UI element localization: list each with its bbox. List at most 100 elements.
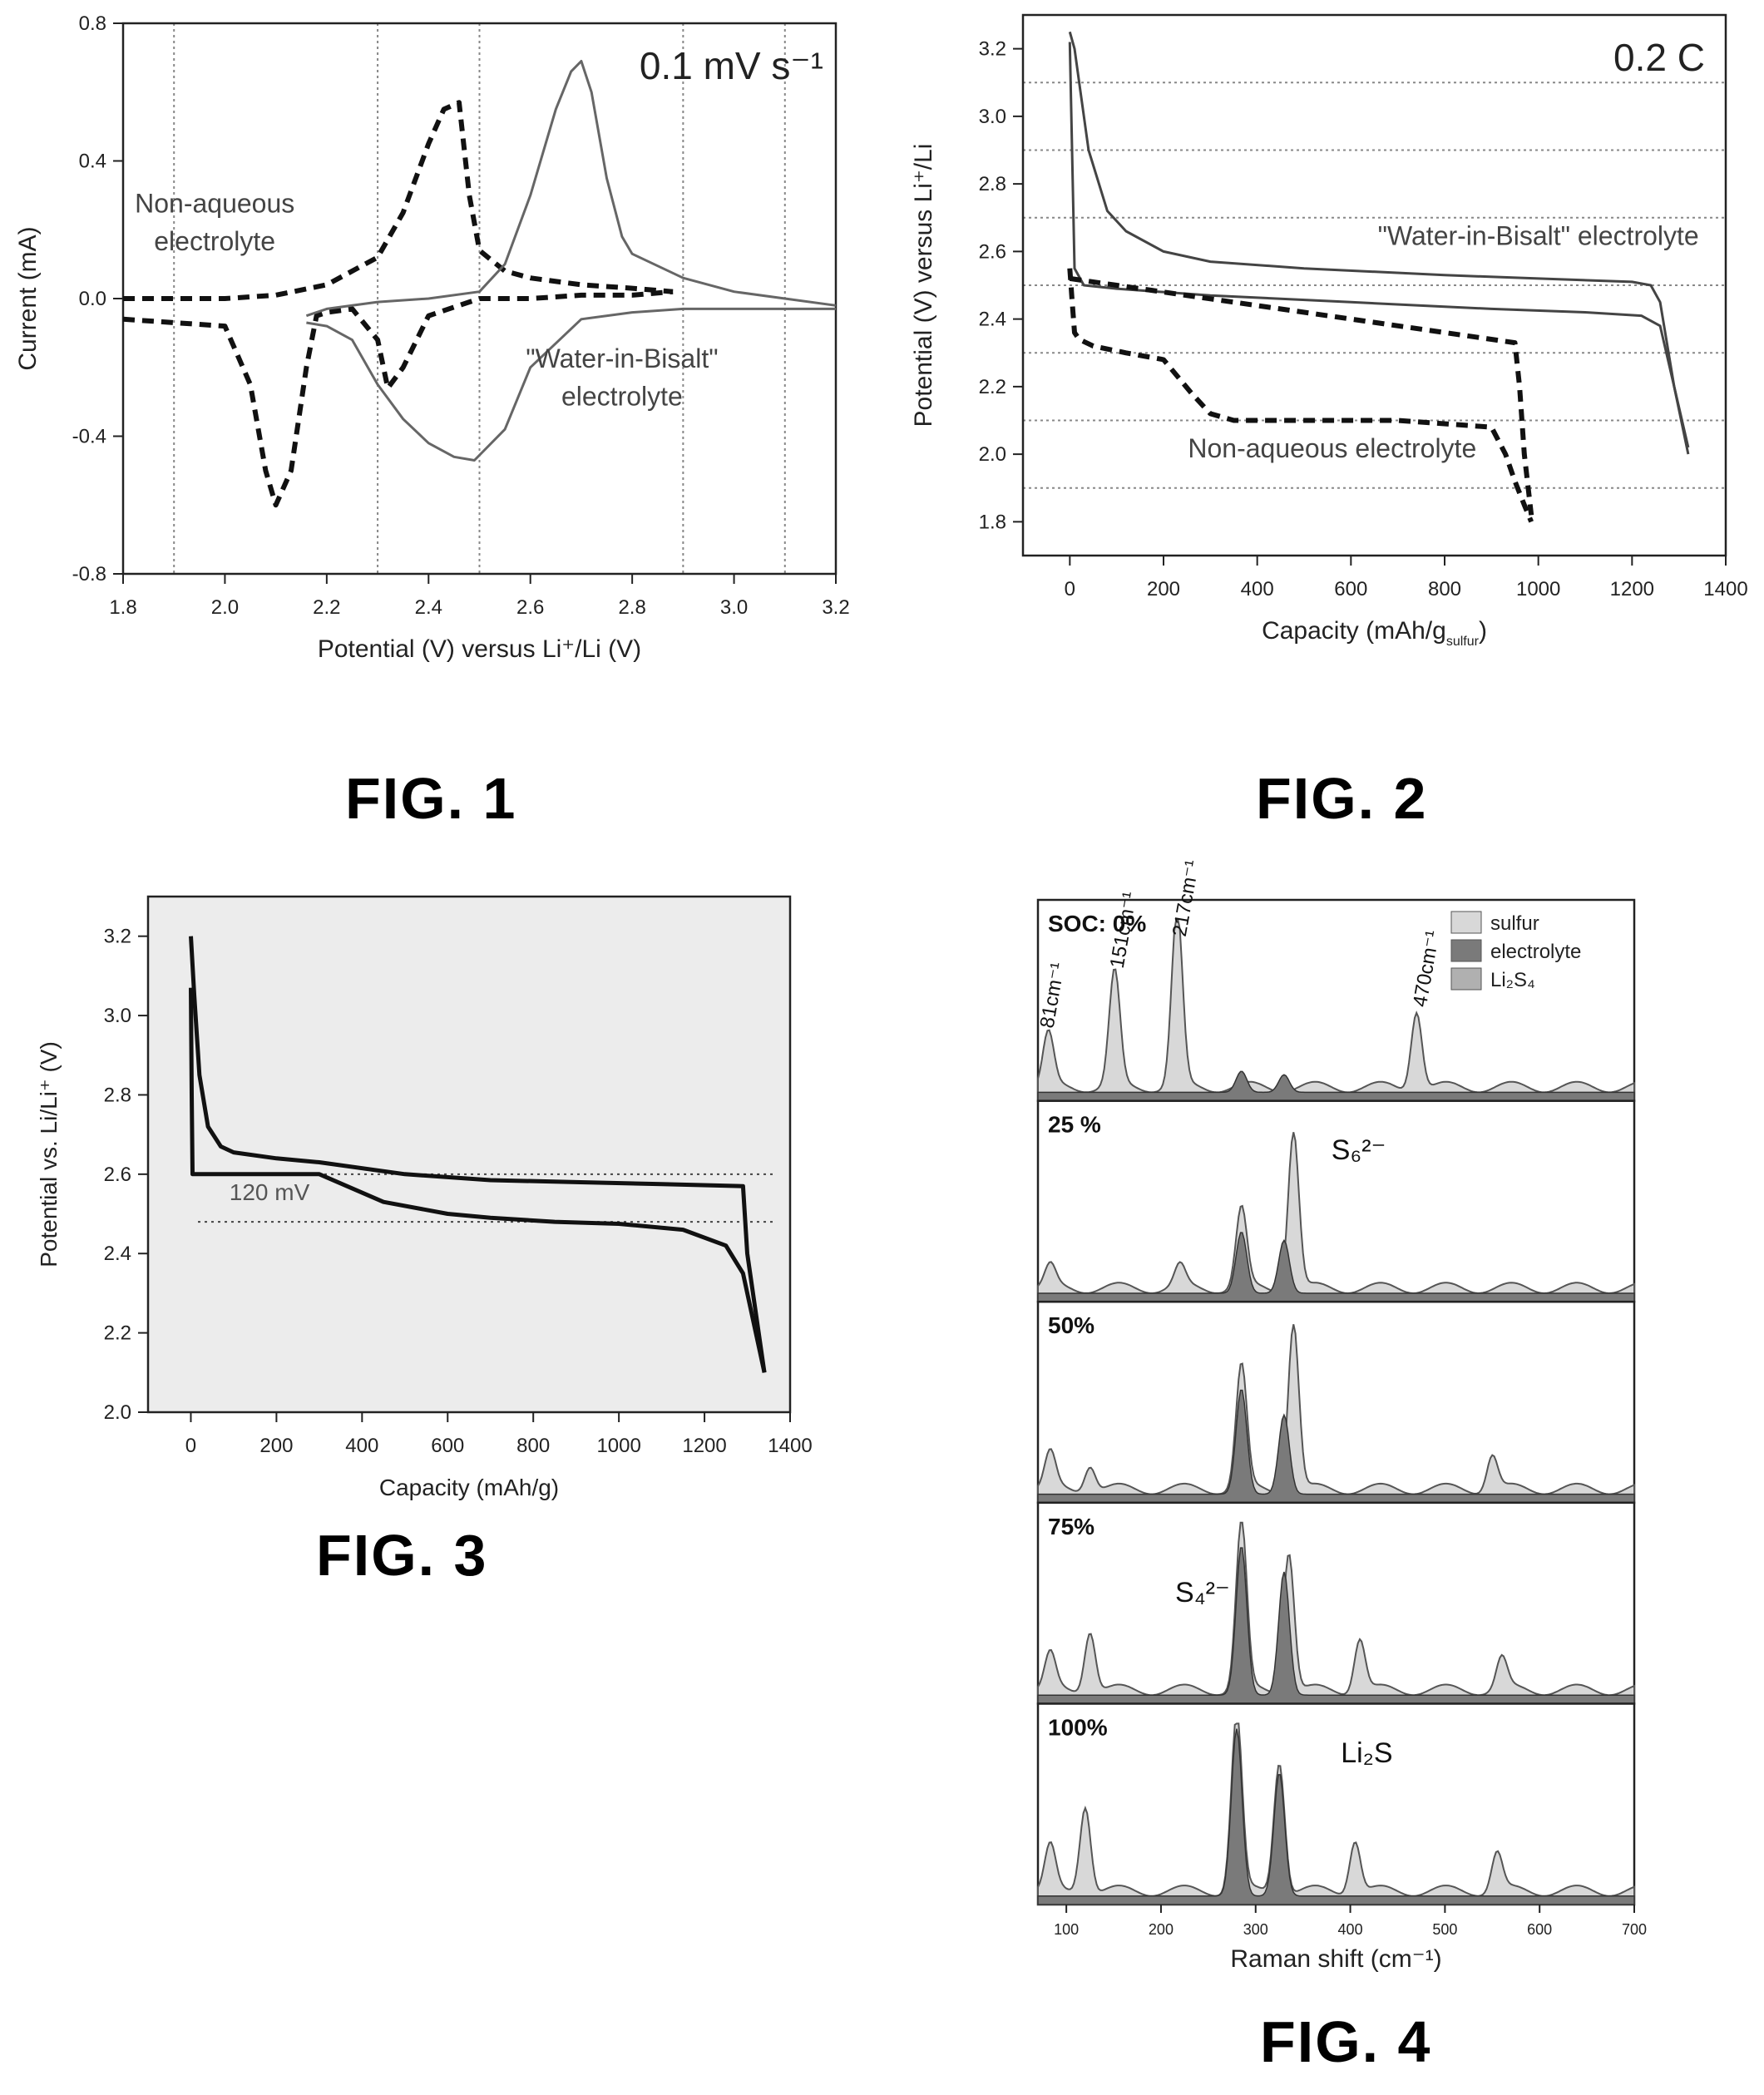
peak-annotation: 81cm⁻¹ — [1036, 961, 1070, 1030]
x-tick-label: 800 — [516, 1435, 550, 1457]
series-line — [189, 987, 767, 1373]
x-tick-label: 1000 — [1516, 578, 1560, 600]
x-tick-label: 700 — [1622, 1921, 1647, 1938]
fig4-label: FIG. 4 — [1260, 2009, 1432, 2074]
y-tick-label: 0.4 — [79, 151, 106, 173]
raman-panel — [1036, 1300, 1636, 1505]
x-tick-label: 2.6 — [516, 596, 544, 619]
x-tick-label: 1400 — [1703, 578, 1747, 600]
y-tick-label: 3.0 — [104, 1005, 131, 1027]
y-tick-label: 2.4 — [979, 309, 1006, 331]
fig4-plot: SOC: 0% 81cm⁻¹ 151cm⁻¹ 217cm⁻¹ 470cm⁻¹ 25 % S₆… — [1036, 858, 1647, 1973]
sulfur-spectrum — [1037, 1722, 1635, 1905]
y-tick-label: 2.8 — [104, 1084, 131, 1106]
series-line — [1069, 275, 1534, 516]
sulfur-spectrum — [1037, 1132, 1635, 1303]
raman-panel — [1036, 1702, 1636, 1906]
raman-panel — [1036, 1099, 1636, 1303]
legend-swatch — [1450, 939, 1482, 962]
series-label: electrolyte — [561, 381, 683, 411]
soc-label: SOC: 0% — [1048, 911, 1146, 936]
y-tick-label: -0.8 — [72, 563, 106, 586]
x-tick-label: 1000 — [596, 1435, 640, 1457]
peak-annotation: 470cm⁻¹ — [1409, 929, 1445, 1009]
annotation: 120 mV — [230, 1179, 310, 1205]
sulfur-spectrum — [1037, 919, 1635, 1102]
electrolyte-spectrum — [1037, 1547, 1635, 1705]
x-axis-label: Raman shift (cm⁻¹) — [1230, 1945, 1441, 1973]
y-tick-label: 2.6 — [104, 1164, 131, 1186]
x-tick-label: 2.2 — [313, 596, 340, 619]
x-tick-label: 800 — [1428, 578, 1461, 600]
x-tick-label: 300 — [1243, 1921, 1268, 1938]
x-tick-label: 600 — [431, 1435, 464, 1457]
fig1-plot: 1.8 2.0 2.2 2.4 2.6 2.8 3.0 3.2 -0.8 -0.4 0.0 0.4 0.… — [14, 12, 850, 663]
series-label: "Water-in-Bisalt" electrolyte — [1378, 220, 1699, 250]
peak-annotation: 151cm⁻¹ — [1106, 890, 1142, 970]
soc-label: 25 % — [1048, 1112, 1101, 1138]
y-tick-label: 2.8 — [979, 173, 1006, 195]
y-axis-label: Potential (V) versus Li⁺/Li — [910, 144, 937, 427]
x-tick-label: 0 — [185, 1435, 196, 1457]
fig3-label: FIG. 3 — [316, 1523, 488, 1588]
electrolyte-spectrum — [1037, 1232, 1635, 1302]
x-tick-label: 600 — [1334, 578, 1367, 600]
series-line — [305, 60, 837, 318]
x-tick-label: 400 — [1338, 1921, 1363, 1938]
x-tick-label: 2.8 — [618, 596, 645, 619]
y-tick-label: 0.0 — [79, 288, 106, 310]
x-tick-label: 3.0 — [720, 596, 748, 619]
fig1-label: FIG. 1 — [345, 766, 517, 831]
plot-frame — [146, 895, 792, 1414]
legend-entry: Li₂S₄ — [1490, 969, 1535, 991]
soc-label: 50% — [1048, 1312, 1094, 1338]
plot-frame — [1021, 13, 1727, 557]
x-tick-label: 1200 — [1610, 578, 1654, 600]
x-tick-label: 2.0 — [211, 596, 239, 619]
x-tick-label: 200 — [259, 1435, 293, 1457]
annotation: 0.1 mV s⁻¹ — [640, 44, 823, 87]
series-line — [1068, 42, 1690, 455]
annotation: 0.2 C — [1613, 36, 1705, 79]
series-line — [1068, 31, 1690, 448]
y-tick-label: 0.8 — [79, 12, 106, 35]
electrolyte-spectrum — [1037, 1389, 1635, 1504]
x-tick-label: 200 — [1149, 1921, 1174, 1938]
series-line — [1067, 268, 1534, 523]
sulfur-spectrum — [1037, 1324, 1635, 1504]
fig2-label: FIG. 2 — [1256, 766, 1428, 831]
x-tick-label: 3.2 — [822, 596, 849, 619]
plot-background — [148, 897, 790, 1412]
x-tick-label: 600 — [1527, 1921, 1552, 1938]
fig2-plot: 0 200 400 600 800 1000 1200 1400 1.8 2.0 2.2 2.4 2.6… — [910, 13, 1748, 649]
x-tick-label: 1400 — [768, 1435, 812, 1457]
y-tick-label: 2.4 — [104, 1243, 131, 1265]
y-tick-label: 1.8 — [979, 511, 1006, 533]
y-tick-label: 2.2 — [104, 1322, 131, 1345]
x-axis-label: Capacity (mAh/g) — [379, 1475, 559, 1500]
peak-annotation: S₆²⁻ — [1332, 1134, 1386, 1166]
y-tick-label: 2.2 — [979, 376, 1006, 398]
y-tick-label: 2.6 — [979, 240, 1006, 263]
x-tick-label: 200 — [1147, 578, 1180, 600]
y-axis-label: Current (mA) — [14, 226, 42, 370]
peak-annotation: S₄²⁻ — [1175, 1577, 1230, 1608]
x-tick-label: 0 — [1065, 578, 1075, 600]
x-axis-label: Capacity (mAh/gsulfur) — [1262, 617, 1487, 649]
y-axis-label: Potential vs. Li/Li⁺ (V) — [36, 1041, 62, 1267]
sulfur-spectrum — [1037, 1521, 1635, 1705]
x-tick-label: 500 — [1432, 1921, 1457, 1938]
legend-swatch — [1450, 911, 1482, 934]
y-tick-label: 3.2 — [104, 926, 131, 948]
x-tick-label: 1200 — [682, 1435, 726, 1457]
soc-label: 100% — [1048, 1714, 1108, 1740]
series-label: Non-aqueous — [135, 189, 294, 219]
electrolyte-spectrum — [1037, 1728, 1635, 1905]
legend-swatch — [1450, 967, 1482, 991]
legend-entry: electrolyte — [1490, 941, 1581, 963]
y-tick-label: 3.2 — [979, 38, 1006, 61]
x-axis-label: Potential (V) versus Li⁺/Li (V) — [318, 635, 641, 663]
raman-panel — [1036, 898, 1636, 1102]
series-label: electrolyte — [154, 226, 275, 256]
